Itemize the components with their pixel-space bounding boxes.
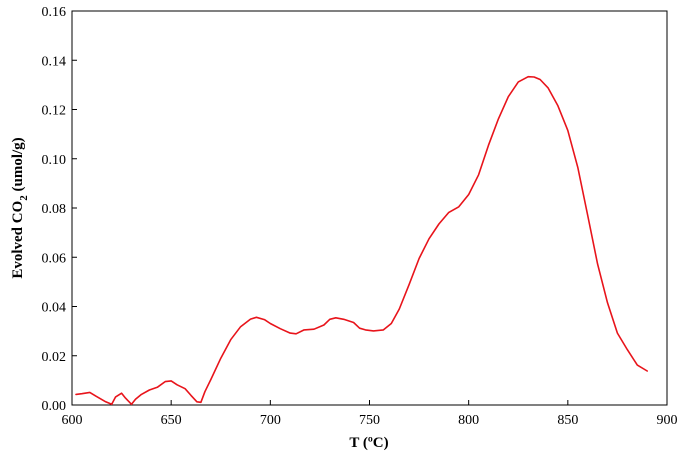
- y-axis-ticks: 0.00 0.02 0.04 0.06 0.08 0.10 0.12 0.14 0.16: [42, 5, 77, 414]
- y-tick-label: 0.02: [42, 350, 67, 365]
- series-group: [75, 75, 648, 406]
- x-axis-ticks: 600 650 700 750 800 850 900: [62, 400, 678, 428]
- x-axis-title: T (ºC): [349, 435, 388, 451]
- plot-area-frame: [71, 10, 668, 406]
- x-tick-label: 600: [62, 413, 83, 428]
- x-tick-label: 800: [458, 413, 479, 428]
- y-tick-label: 0.00: [42, 399, 67, 414]
- y-axis-title-unit: (umol/g): [10, 137, 26, 195]
- y-axis-title-main: Evolved CO: [10, 201, 26, 279]
- y-tick-label: 0.12: [42, 104, 67, 119]
- x-tick-label: 700: [260, 413, 281, 428]
- x-tick-label: 850: [557, 413, 578, 428]
- y-tick-label: 0.06: [42, 251, 67, 266]
- series-line: [75, 75, 648, 406]
- y-tick-label: 0.14: [42, 54, 67, 69]
- x-tick-label: 750: [359, 413, 380, 428]
- y-tick-label: 0.08: [42, 202, 67, 217]
- y-tick-label: 0.04: [42, 301, 67, 316]
- y-axis-title-subscript: 2: [18, 195, 30, 201]
- y-axis-title: Evolved CO2 (umol/g): [10, 137, 30, 278]
- x-tick-label: 650: [161, 413, 182, 428]
- y-tick-label: 0.10: [42, 153, 67, 168]
- x-tick-label: 900: [657, 413, 678, 428]
- y-tick-label: 0.16: [42, 5, 67, 20]
